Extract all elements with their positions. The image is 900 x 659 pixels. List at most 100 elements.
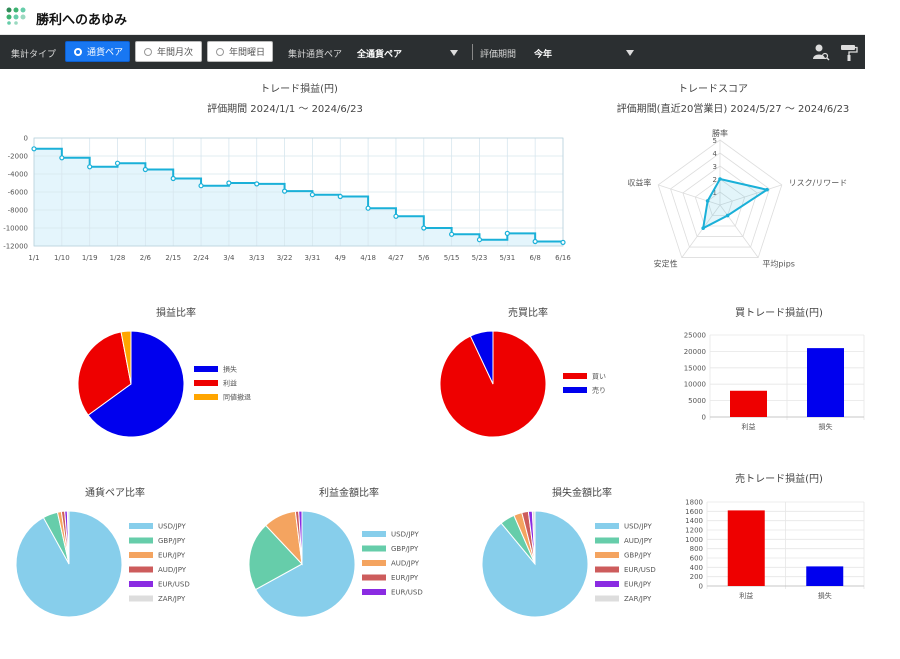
pl-data-point [170, 175, 176, 182]
profit-amount-title: 利益金額比率 [319, 486, 379, 499]
y-tick-label: 1400 [685, 517, 703, 525]
chevron-down-icon [450, 50, 458, 56]
pie-slice [298, 510, 303, 565]
radar-scale-label: 5 [713, 137, 717, 145]
pie-slice [469, 330, 494, 385]
x-tick-label: 3/31 [305, 254, 321, 262]
pl-data-point [532, 238, 538, 245]
legend-label: 同値撤退 [223, 393, 251, 402]
x-tick-label: 1/28 [110, 254, 126, 262]
radar-series-area [701, 177, 770, 230]
radio-dot-icon [144, 47, 152, 56]
legend-swatch [129, 566, 153, 573]
legend-swatch [563, 387, 587, 393]
legend-label: EUR/USD [391, 589, 423, 597]
buy-pl-bar-chart: 0 5000 10000 15000 20000 25000 利益 損失 [684, 332, 865, 431]
legend-label: ZAR/JPY [158, 595, 186, 603]
x-tick-label: 1/1 [28, 254, 39, 262]
y-tick-label: 1200 [685, 527, 703, 535]
legend-swatch [362, 589, 386, 595]
pl-data-point [476, 237, 483, 243]
pie-slice [77, 331, 132, 416]
profit-amount-pie-chart: USD/JPY GBP/JPY AUD/JPY EUR/JPY EUR/USD [248, 510, 423, 618]
legend-label: ZAR/JPY [624, 595, 652, 603]
x-tick-label: 3/22 [277, 254, 293, 262]
x-tick-label: 利益 [742, 422, 756, 431]
bar [727, 510, 765, 586]
x-tick-label: 1/10 [54, 254, 70, 262]
pl-data-point [560, 239, 566, 246]
x-tick-label: 2/24 [193, 254, 209, 262]
pl-data-point [365, 205, 371, 211]
radar-grid-ring [682, 165, 758, 237]
score-chart-subtitle: 評価期間(直近20営業日) 2024/5/27 ～ 2024/6/23 [617, 102, 850, 115]
pie-slice [254, 510, 356, 618]
y-tick-label: -8000 [8, 207, 28, 215]
period-select[interactable]: 今年 [530, 41, 640, 63]
pl-ratio-title: 損益比率 [156, 306, 196, 319]
radar-scale-label: 2 [713, 176, 717, 184]
y-tick-label: -2000 [8, 153, 28, 161]
legend-label: AUD/JPY [624, 537, 653, 545]
user-search-icon[interactable] [812, 43, 830, 61]
radar-axis-label: 安定性 [654, 258, 678, 268]
x-tick-label: 5/23 [472, 254, 488, 262]
pair-select[interactable]: 全通貨ペア [352, 41, 464, 63]
legend-label: AUD/JPY [391, 560, 420, 568]
period-select-label: 評価期間 [480, 50, 517, 60]
radar-grid-ring [670, 152, 770, 248]
pl-data-point [504, 230, 510, 237]
pl-area-fill [34, 148, 563, 246]
radar-scale-label: 1 [713, 189, 717, 197]
pl-data-point [142, 166, 148, 173]
legend-swatch [595, 581, 619, 587]
legend-label: 利益 [223, 379, 237, 388]
x-tick-label: 2/6 [140, 254, 152, 262]
pair-ratio-title: 通貨ペア比率 [85, 486, 145, 499]
legend-label: USD/JPY [158, 523, 186, 531]
loss-amount-title: 損失金額比率 [552, 486, 612, 499]
pair-select-label: 集計通貨ペア [288, 50, 343, 60]
radar-scale-label: 4 [713, 150, 718, 158]
legend-swatch [362, 560, 386, 566]
pl-data-point [226, 180, 232, 186]
x-tick-label: 損失 [819, 422, 833, 431]
radar-axis-line [658, 184, 721, 206]
pair-select-value: 全通貨ペア [357, 50, 403, 60]
legend-swatch [194, 366, 218, 372]
radar-data-point [705, 199, 710, 203]
legend-swatch [129, 537, 153, 544]
paint-roller-icon[interactable] [840, 43, 858, 61]
radio-currency-pair[interactable]: 通貨ペア [65, 41, 130, 62]
y-tick-label: -12000 [3, 243, 28, 251]
x-tick-label: 6/8 [530, 254, 541, 262]
app-title: 勝利へのあゆみ [36, 13, 128, 28]
radar-grid-ring [694, 178, 746, 227]
y-tick-label: 20000 [684, 348, 706, 356]
title-bar: 勝利へのあゆみ [0, 0, 865, 35]
radio-yearly-weekday[interactable]: 年間曜日 [207, 41, 273, 62]
y-tick-label: 25000 [684, 332, 706, 340]
sell-pl-title: 売トレード損益(円) [735, 472, 823, 485]
y-tick-label: 400 [690, 564, 703, 572]
x-tick-label: 1/19 [82, 254, 98, 262]
legend-swatch [595, 566, 619, 573]
legend-label: GBP/JPY [624, 552, 652, 560]
radar-axis-label: リスク/リワード [789, 179, 848, 188]
pl-data-point [281, 188, 288, 194]
pair-ratio-pie-chart: USD/JPY GBP/JPY EUR/JPY AUD/JPY EUR/USD ZAR/J… [15, 510, 190, 618]
radar-axis-line [719, 184, 782, 206]
radar-axis-line [719, 204, 759, 258]
radio-yearly-monthly[interactable]: 年間月次 [135, 41, 202, 62]
y-tick-label: -4000 [8, 171, 28, 179]
pie-slice [120, 330, 132, 385]
y-tick-label: -6000 [8, 189, 28, 197]
pl-data-point [393, 213, 399, 219]
legend-swatch [129, 523, 153, 529]
legend-label: USD/JPY [391, 531, 419, 539]
y-tick-label: 200 [690, 573, 703, 581]
